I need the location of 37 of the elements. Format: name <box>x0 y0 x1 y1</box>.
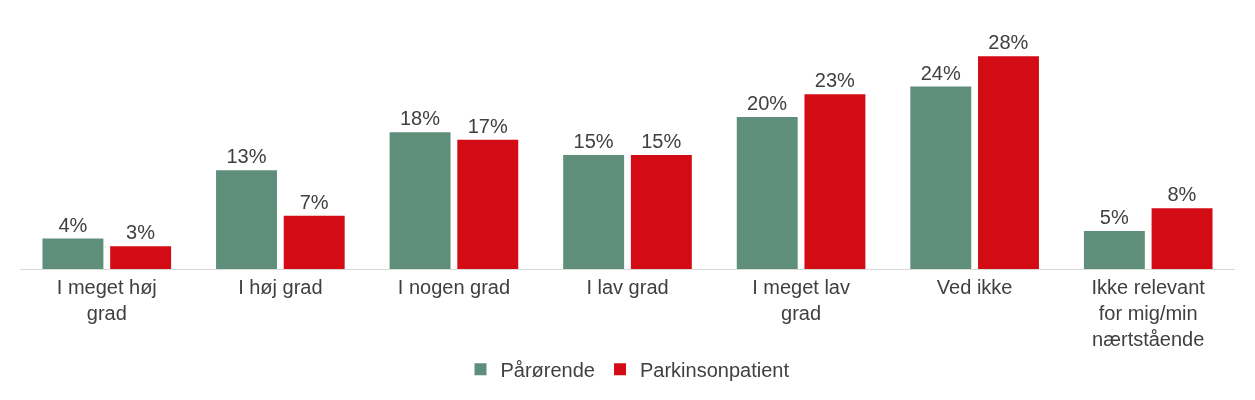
bar <box>1083 231 1145 269</box>
bar <box>389 132 451 269</box>
legend-label: Parkinsonpatient <box>640 358 790 381</box>
x-tick-label: I lav grad <box>586 276 669 298</box>
data-label: 3% <box>126 221 156 244</box>
data-label: 18% <box>399 107 441 130</box>
data-label: 13% <box>226 145 267 168</box>
bar <box>110 246 172 269</box>
data-label: 28% <box>988 31 1029 54</box>
data-label: 8% <box>1167 183 1197 206</box>
bar <box>910 86 972 269</box>
bar <box>216 170 277 269</box>
x-tick-label: Ved ikke <box>936 276 1013 298</box>
x-tick-label: I meget høj grad <box>56 276 157 324</box>
bar <box>630 155 692 269</box>
bar <box>978 56 1039 269</box>
data-label: 7% <box>299 190 329 213</box>
data-label: 20% <box>747 92 788 114</box>
data-label: 4% <box>58 213 88 236</box>
bar <box>1151 208 1213 269</box>
bar <box>283 215 345 269</box>
bar <box>736 117 798 269</box>
bar <box>457 139 519 269</box>
x-tick-label: I høj grad <box>238 276 323 298</box>
data-label: 5% <box>1099 206 1129 228</box>
data-label: 15% <box>641 130 682 152</box>
data-label: 15% <box>573 130 614 152</box>
data-label: 17% <box>467 114 508 137</box>
data-label: 24% <box>920 61 961 84</box>
bar <box>42 238 104 269</box>
x-tick-label: I meget lav grad <box>752 276 850 324</box>
x-tick-label: Ikke relevant for mig/min nærtstående <box>1091 276 1206 350</box>
x-tick-label: I nogen grad <box>397 276 511 298</box>
bar <box>563 155 625 269</box>
legend-label: Pårørende <box>500 358 595 381</box>
bar <box>804 94 866 269</box>
data-label: 23% <box>814 69 856 92</box>
